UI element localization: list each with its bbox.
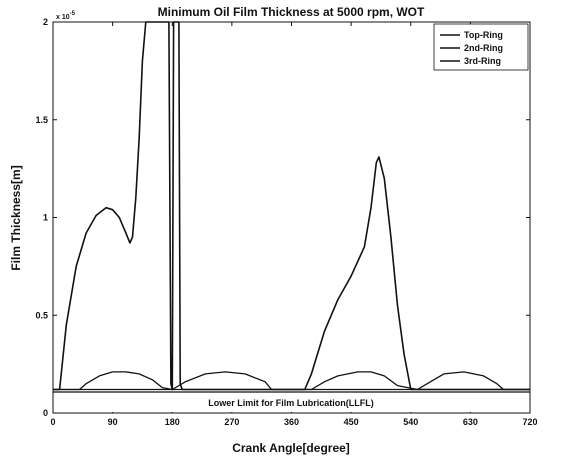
- y-axis-label: Film Thickness[m]: [9, 165, 23, 270]
- llfl-annotation: Lower Limit for Film Lubrication(LLFL): [208, 398, 374, 408]
- y-multiplier: x 10-5: [56, 11, 76, 21]
- x-tick-label: 0: [50, 417, 55, 427]
- x-tick-label: 630: [463, 417, 478, 427]
- legend-box: [433, 23, 529, 71]
- y-tick-label: 0: [43, 408, 48, 418]
- series-layer: [53, 21, 530, 391]
- legend-label-top-ring: Top-Ring: [464, 30, 503, 40]
- x-tick-label: 270: [224, 417, 239, 427]
- y-tick-label: 1: [43, 213, 48, 223]
- y-tick-label: 0.5: [35, 310, 48, 320]
- llfl-band: [54, 392, 529, 412]
- x-tick-label: 450: [344, 417, 359, 427]
- plot-area: [52, 21, 531, 414]
- legend-label-2nd-ring: 2nd-Ring: [464, 43, 503, 53]
- x-tick-label: 90: [108, 417, 118, 427]
- x-tick-label: 540: [403, 417, 418, 427]
- y-tick-label: 1.5: [35, 115, 48, 125]
- x-tick-label: 180: [165, 417, 180, 427]
- chart-title: Minimum Oil Film Thickness at 5000 rpm, …: [158, 5, 425, 19]
- x-axis-label: Crank Angle[degree]: [232, 441, 350, 455]
- y-multiplier-base: x 10: [56, 14, 70, 21]
- x-tick-label: 720: [522, 417, 537, 427]
- y-tick-label: 2: [43, 17, 48, 27]
- y-multiplier-exp: -5: [70, 11, 76, 17]
- legend-label-3rd-ring: 3rd-Ring: [464, 56, 501, 66]
- x-tick-label: 360: [284, 417, 299, 427]
- legend: Top-Ring 2nd-Ring 3rd-Ring: [433, 23, 529, 71]
